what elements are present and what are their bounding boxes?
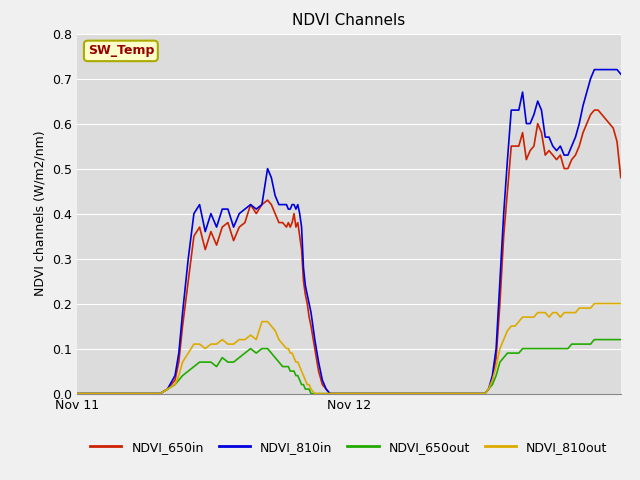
Text: SW_Temp: SW_Temp (88, 44, 154, 58)
Y-axis label: NDVI channels (W/m2/nm): NDVI channels (W/m2/nm) (33, 131, 46, 297)
Legend: NDVI_650in, NDVI_810in, NDVI_650out, NDVI_810out: NDVI_650in, NDVI_810in, NDVI_650out, NDV… (85, 436, 612, 459)
Title: NDVI Channels: NDVI Channels (292, 13, 405, 28)
